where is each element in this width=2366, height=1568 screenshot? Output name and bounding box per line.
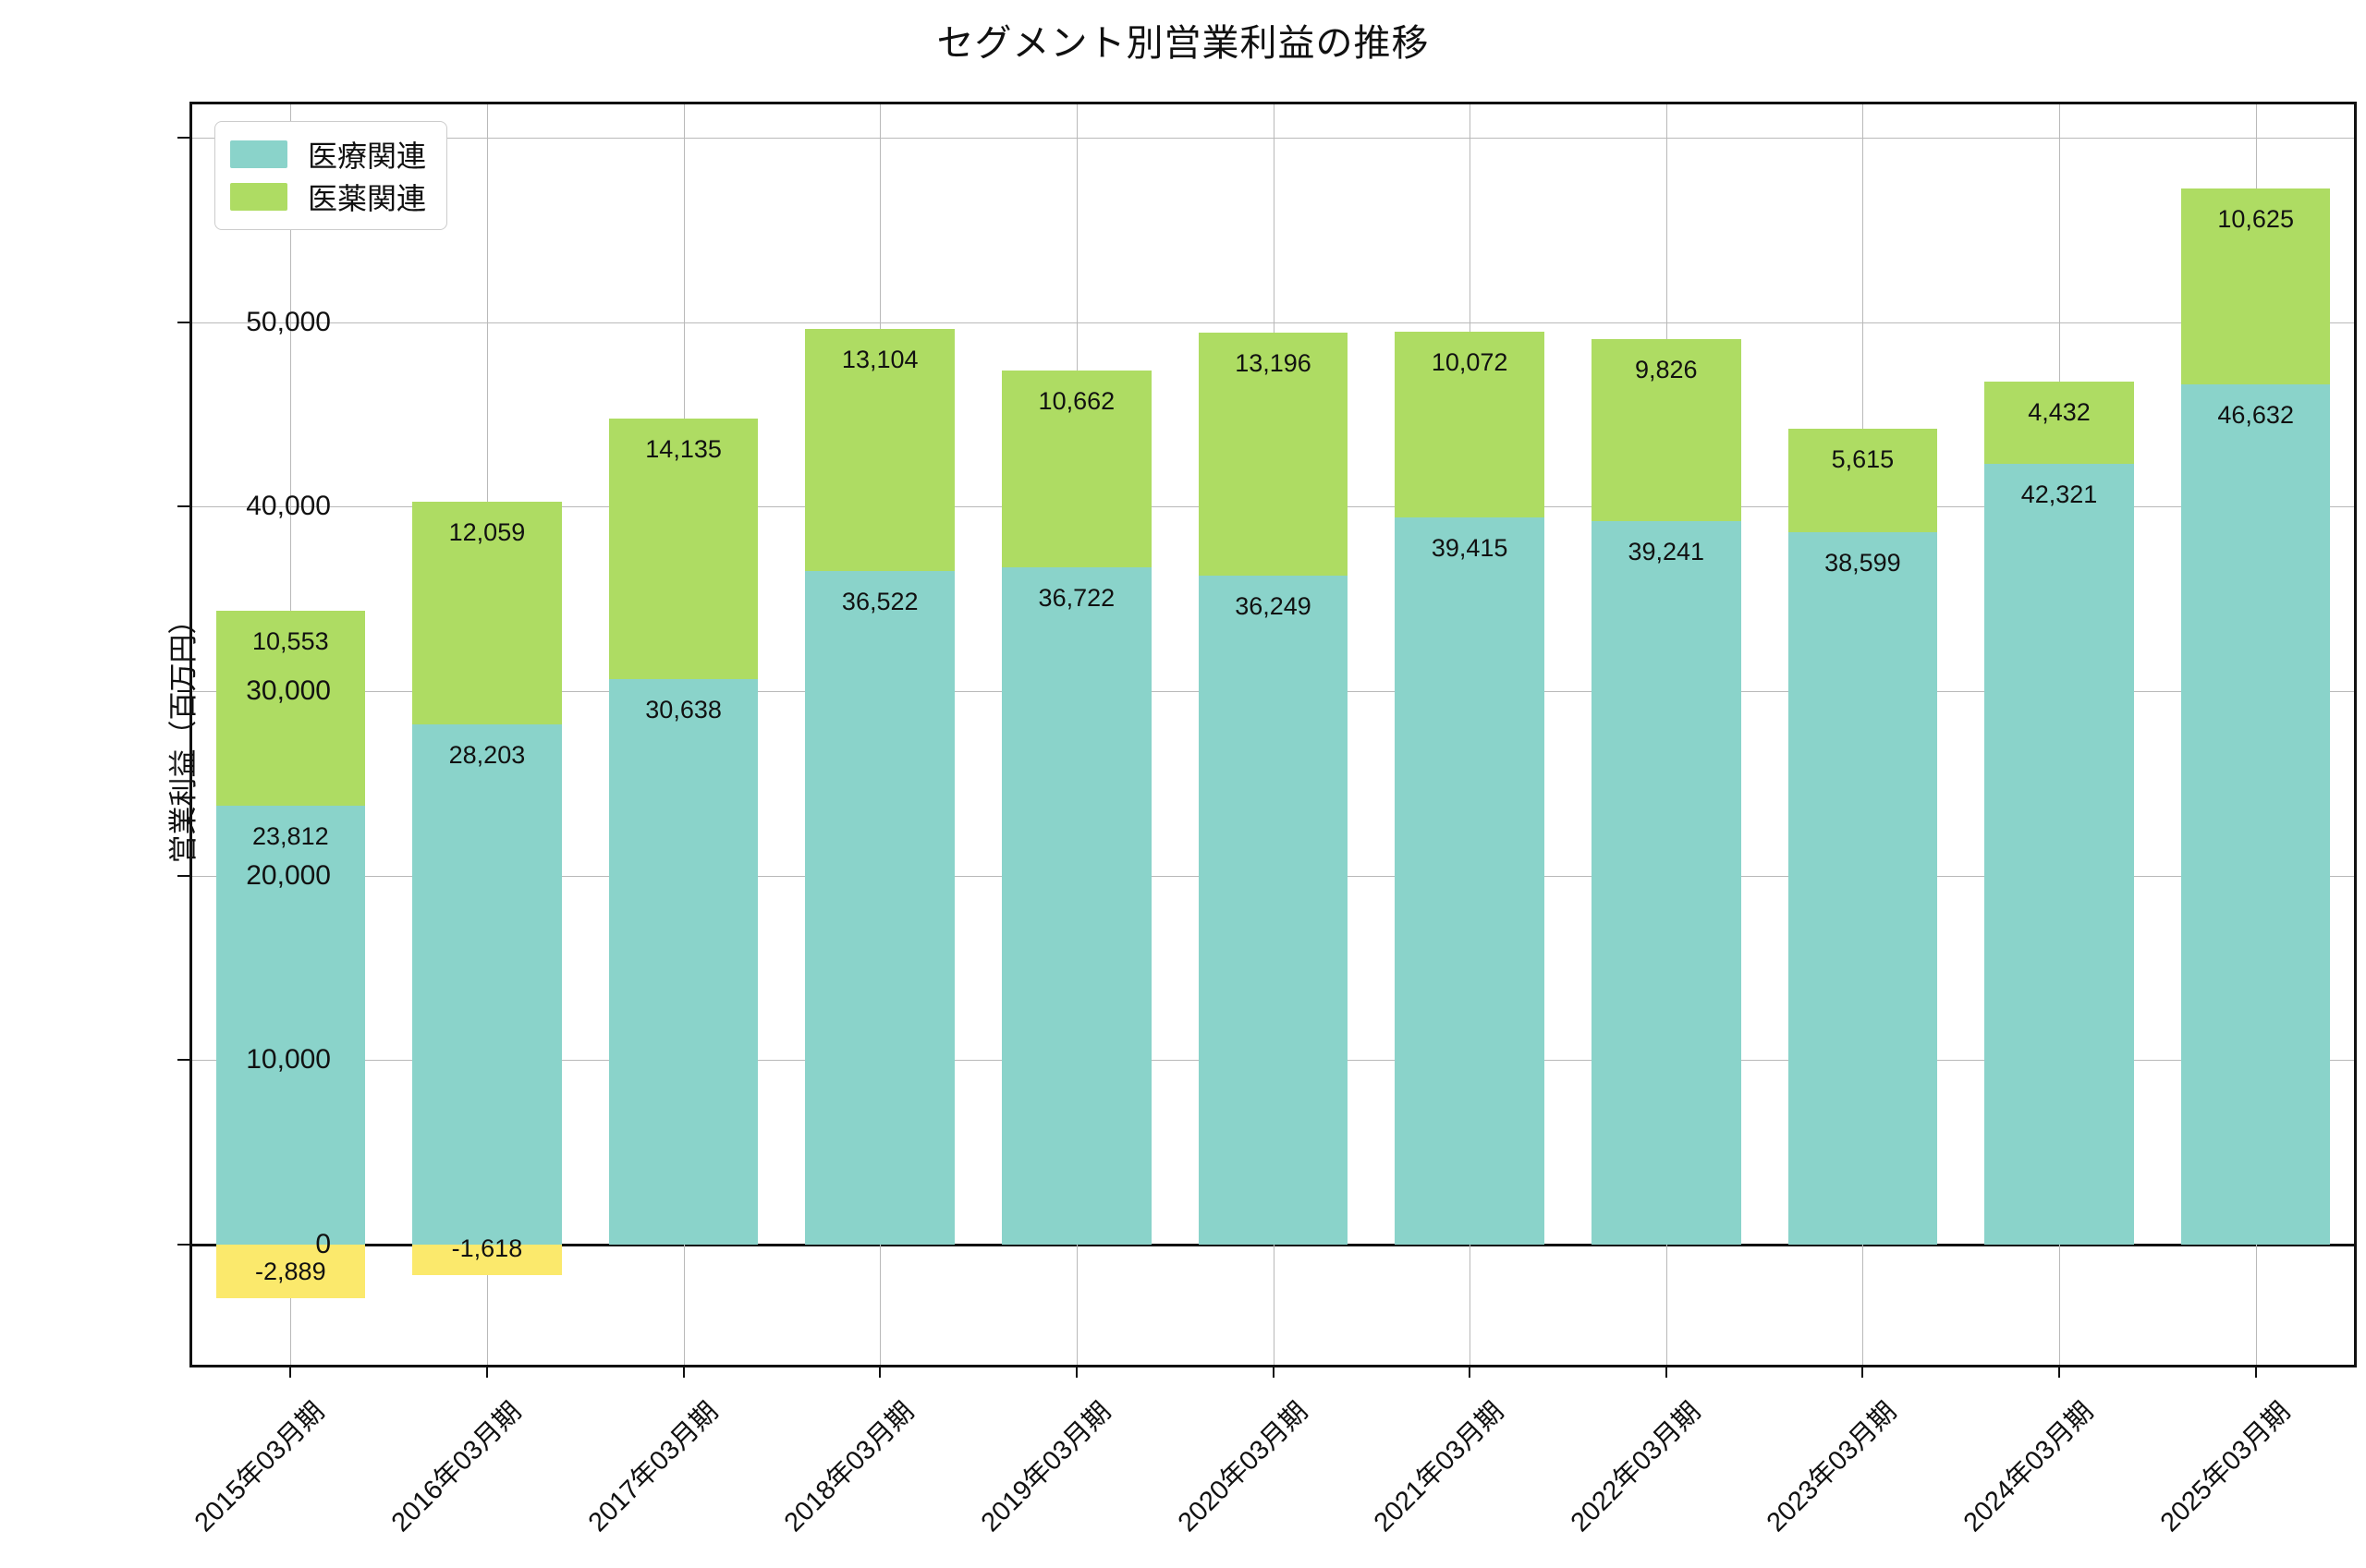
bar-segment-medical[interactable] bbox=[805, 570, 956, 1246]
x-axis-tick-mark bbox=[682, 1365, 685, 1378]
plot-area: -2,889 23,812 10,553 -1,618 28,203 12,059 30,6… bbox=[167, 102, 2357, 1378]
y-axis-tick-label: 40,000 bbox=[246, 491, 331, 522]
y-axis-tick-label: 0 bbox=[315, 1229, 331, 1260]
legend-swatch-pharma-icon bbox=[230, 183, 287, 211]
y-axis-tick-label: 20,000 bbox=[246, 859, 331, 891]
bar-column[interactable]: 36,722 10,662 bbox=[1002, 104, 1152, 1365]
x-axis-tick-label: 2018年03月期 bbox=[778, 1396, 921, 1538]
x-axis-tick-label: 2017年03月期 bbox=[582, 1396, 724, 1538]
bar-column[interactable]: 39,415 10,072 bbox=[1395, 104, 1544, 1365]
bar-column[interactable]: 46,632 10,625 bbox=[2180, 104, 2331, 1365]
y-axis-tick-mark bbox=[177, 505, 192, 508]
plot-inner: -2,889 23,812 10,553 -1,618 28,203 12,059 30,6… bbox=[192, 104, 2354, 1378]
bar-column[interactable]: 38,599 5,615 bbox=[1787, 104, 1938, 1365]
y-axis-tick-label: 10,000 bbox=[246, 1044, 331, 1076]
x-axis-tick-label: 2025年03月期 bbox=[2154, 1396, 2296, 1538]
bar-column[interactable]: 42,321 4,432 bbox=[1984, 104, 2134, 1365]
bar-column[interactable]: -2,889 23,812 10,553 bbox=[215, 104, 366, 1365]
x-axis-tick-label: 2022年03月期 bbox=[1565, 1396, 1707, 1538]
x-axis-tick-label: 2023年03月期 bbox=[1762, 1396, 1903, 1538]
legend-item-medical: 医療関連 bbox=[230, 133, 426, 176]
bar-segment-pharma[interactable] bbox=[1591, 339, 1741, 521]
bar-segment-negative[interactable] bbox=[412, 1245, 562, 1275]
bar-segment-medical[interactable] bbox=[1591, 520, 1741, 1246]
y-axis-tick-mark bbox=[177, 321, 192, 323]
y-axis-tick-mark bbox=[177, 136, 192, 139]
bar-segment-medical[interactable] bbox=[1198, 576, 1348, 1246]
y-axis-tick-mark bbox=[177, 874, 192, 877]
bar-segment-medical[interactable] bbox=[1002, 566, 1152, 1246]
x-axis-tick-mark bbox=[1469, 1365, 1471, 1378]
bar-segment-pharma[interactable] bbox=[1198, 332, 1348, 577]
legend-item-pharma: 医薬関連 bbox=[230, 176, 426, 218]
bar-column[interactable]: 30,638 14,135 bbox=[608, 104, 759, 1365]
bar-segment-pharma[interactable] bbox=[2180, 188, 2331, 384]
x-axis-tick-mark bbox=[289, 1365, 292, 1378]
x-axis-tick-mark bbox=[485, 1365, 488, 1378]
x-axis-tick-mark bbox=[1272, 1365, 1274, 1378]
bar-segment-pharma[interactable] bbox=[1787, 429, 1938, 533]
bar-segment-pharma[interactable] bbox=[412, 502, 562, 724]
bar-segment-pharma[interactable] bbox=[608, 419, 759, 680]
chart-title: セグメント別営業利益の推移 bbox=[936, 23, 1430, 64]
y-axis-tick-label: 30,000 bbox=[246, 675, 331, 707]
legend-label-medical: 医療関連 bbox=[308, 140, 427, 173]
y-axis-title: 営業利益（百万円） bbox=[167, 605, 200, 864]
x-axis-tick-mark bbox=[1861, 1365, 1864, 1378]
bar-segment-pharma[interactable] bbox=[215, 610, 366, 806]
x-axis-tick-label: 2020年03月期 bbox=[1172, 1396, 1313, 1538]
bar-segment-pharma[interactable] bbox=[805, 329, 956, 571]
y-axis-tick-label: 50,000 bbox=[246, 306, 331, 337]
bar-segment-medical[interactable] bbox=[412, 723, 562, 1246]
bar-column[interactable]: -1,618 28,203 12,059 bbox=[412, 104, 562, 1365]
bar-segment-medical[interactable] bbox=[2180, 383, 2331, 1246]
bar-segment-pharma[interactable] bbox=[1984, 382, 2134, 464]
legend-label-pharma: 医薬関連 bbox=[308, 182, 427, 215]
x-axis-tick-mark bbox=[1665, 1365, 1667, 1378]
bar-segment-pharma[interactable] bbox=[1002, 370, 1152, 567]
bar-segment-pharma[interactable] bbox=[1395, 331, 1544, 518]
bar-segment-medical[interactable] bbox=[608, 679, 759, 1246]
x-axis-tick-label: 2024年03月期 bbox=[1957, 1396, 2100, 1538]
bar-column[interactable]: 36,522 13,104 bbox=[805, 104, 956, 1365]
x-axis-tick-mark bbox=[2058, 1365, 2061, 1378]
y-axis-tick-mark bbox=[177, 1244, 192, 1246]
bar-segment-medical[interactable] bbox=[1787, 532, 1938, 1246]
x-axis-tick-label: 2021年03月期 bbox=[1368, 1396, 1510, 1538]
bar-column[interactable]: 36,249 13,196 bbox=[1198, 104, 1348, 1365]
x-axis-tick-label: 2019年03月期 bbox=[975, 1396, 1117, 1538]
bar-column[interactable]: 39,241 9,826 bbox=[1591, 104, 1741, 1365]
x-axis-tick-mark bbox=[879, 1365, 882, 1378]
bar-segment-medical[interactable] bbox=[1984, 464, 2134, 1246]
y-axis-tick-mark bbox=[177, 1059, 192, 1062]
x-axis-tick-label: 2015年03月期 bbox=[189, 1396, 331, 1538]
bar-segment-negative[interactable] bbox=[215, 1245, 366, 1298]
x-axis-tick-mark bbox=[1075, 1365, 1078, 1378]
x-axis-tick-mark bbox=[2254, 1365, 2257, 1378]
bar-segment-medical[interactable] bbox=[215, 805, 366, 1246]
legend-swatch-medical-icon bbox=[230, 140, 287, 168]
y-axis-tick-mark bbox=[177, 690, 192, 693]
bar-segment-medical[interactable] bbox=[1395, 517, 1544, 1246]
chart-legend: 医療関連 医薬関連 bbox=[214, 121, 448, 230]
x-axis-tick-label: 2016年03月期 bbox=[385, 1396, 528, 1538]
